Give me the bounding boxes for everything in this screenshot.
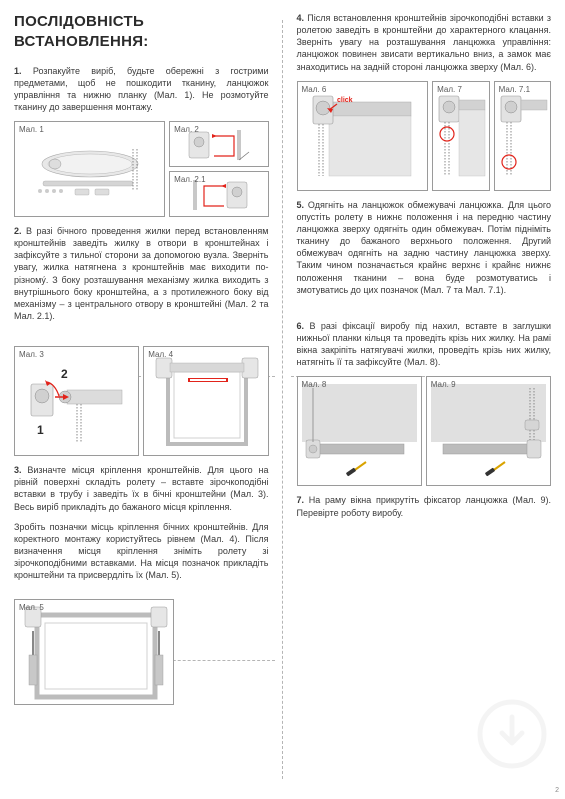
step-7-num: 7. (297, 495, 305, 505)
fig-row-4: Мал. 6 click Мал. 7 (297, 81, 552, 191)
step-2: 2. В разі бічного проведення жилки перед… (14, 225, 269, 322)
num-2: 2 (61, 367, 68, 381)
step-6: 6. В разі фіксації виробу під нахил, вст… (297, 320, 552, 369)
step-3b: Зробіть позначки місць кріплення бічних … (14, 521, 269, 582)
page-title: ПОСЛІДОВНІСТЬ ВСТАНОВЛЕННЯ: (14, 12, 269, 53)
step-5-text: Одягніть на ланцюжок обмежувачі ланцюжка… (297, 200, 552, 295)
step-4-num: 4. (297, 13, 305, 23)
step-7-text: На раму вікна прикрутіть фіксатор ланцюж… (297, 495, 552, 517)
fig-1: Мал. 1 (14, 121, 165, 217)
page-number: 2 (555, 786, 559, 795)
step-4: 4. Після встановлення кронштейнів зірочк… (297, 12, 552, 73)
fig-2: Мал. 2 (169, 121, 268, 167)
fig-21: Мал. 2.1 (169, 171, 268, 217)
step-5: 5. Одягніть на ланцюжок обмежувачі ланцю… (297, 199, 552, 296)
fig-5: Мал. 5 (14, 599, 174, 705)
step-3-num: 3. (14, 465, 22, 475)
fig-8-label: Мал. 8 (302, 380, 327, 391)
fig-71-svg (495, 88, 550, 183)
fig-2-label: Мал. 2 (174, 125, 199, 136)
step-1: 1. Розпакуйте виріб, будьте обережні з г… (14, 65, 269, 114)
fig-row-3: Мал. 5 (14, 599, 269, 705)
fig-row-2: Мал. 3 2 1 Мал. 4 (14, 346, 269, 456)
step-2-num: 2. (14, 226, 22, 236)
fig-row-5: Мал. 8 Мал. 9 (297, 376, 552, 486)
fig-9-svg (431, 384, 546, 479)
fig-row-1: Мал. 1 Мал. 2 (14, 121, 269, 217)
fig-1-label: Мал. 1 (19, 125, 44, 136)
step-1-text: Розпакуйте виріб, будьте обережні з гост… (14, 66, 269, 112)
step-2-text: В разі бічного проведення жилки перед вс… (14, 226, 269, 321)
step-1-num: 1. (14, 66, 22, 76)
fig-3-label: Мал. 3 (19, 350, 44, 361)
fig-9-label: Мал. 9 (431, 380, 456, 391)
step-6-num: 6. (297, 321, 305, 331)
fig-6-svg: click (307, 88, 417, 183)
right-column: 4. Після встановлення кронштейнів зірочк… (283, 0, 565, 799)
step-4-text: Після встановлення кронштейнів зірочкопо… (297, 13, 552, 72)
fig-3-svg: 2 1 (19, 354, 134, 449)
fig-5-label: Мал. 5 (19, 603, 44, 614)
fig-71: Мал. 7.1 (494, 81, 551, 191)
step-6-text: В разі фіксації виробу під нахил, вставт… (297, 321, 552, 367)
fig-4-svg (148, 354, 263, 449)
step-7: 7. На раму вікна прикрутіть фіксатор лан… (297, 494, 552, 518)
fig-8-svg (302, 384, 417, 479)
step-3a-text: Визначте місця кріплення кронштейнів. Дл… (14, 465, 269, 511)
fig-8: Мал. 8 (297, 376, 422, 486)
num-1: 1 (37, 423, 44, 437)
click-label: click (337, 97, 353, 104)
fig-6: Мал. 6 click (297, 81, 429, 191)
instruction-page: ПОСЛІДОВНІСТЬ ВСТАНОВЛЕННЯ: 1. Розпакуйт… (0, 0, 565, 799)
fig-7-svg (433, 88, 488, 183)
step-5-num: 5. (297, 200, 305, 210)
fig-7: Мал. 7 (432, 81, 489, 191)
fig-9: Мал. 9 (426, 376, 551, 486)
fig-3: Мал. 3 2 1 (14, 346, 139, 456)
fig-7-label: Мал. 7 (437, 85, 462, 96)
fig-6-label: Мал. 6 (302, 85, 327, 96)
fig-4: Мал. 4 (143, 346, 268, 456)
left-column: ПОСЛІДОВНІСТЬ ВСТАНОВЛЕННЯ: 1. Розпакуйт… (0, 0, 283, 799)
fig-71-label: Мал. 7.1 (499, 85, 530, 96)
fig-4-label: Мал. 4 (148, 350, 173, 361)
fig-5-svg (19, 605, 169, 700)
fig-1-svg (25, 129, 155, 209)
watermark-icon (477, 699, 547, 769)
step-3a: 3. Визначте місця кріплення кронштейнів.… (14, 464, 269, 513)
fig-21-label: Мал. 2.1 (174, 175, 205, 186)
